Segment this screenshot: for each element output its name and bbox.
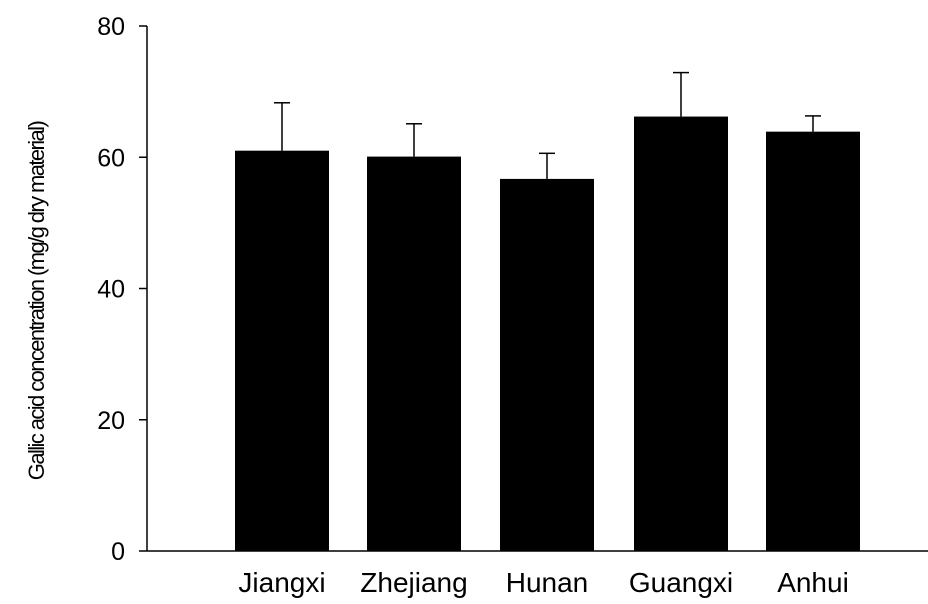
x-category-label: Jiangxi [238,567,325,598]
x-category-label: Hunan [506,567,589,598]
y-tick-label: 0 [111,538,125,566]
bar-anhui [766,131,860,551]
bar-zhejiang [367,156,461,551]
bar-hunan [500,178,594,551]
bar-jiangxi [235,150,329,551]
x-category-label: Anhui [777,567,849,598]
y-tick-label: 40 [97,276,125,304]
y-tick-label: 60 [97,144,125,172]
y-axis-title: Gallic acid concentration (mg/g dry mate… [24,122,49,481]
y-tick-label: 80 [97,13,125,41]
x-category-label: Zhejiang [360,567,467,598]
y-tick-label: 20 [97,407,125,435]
bar-guangxi [634,116,728,551]
x-category-label: Guangxi [629,567,733,598]
